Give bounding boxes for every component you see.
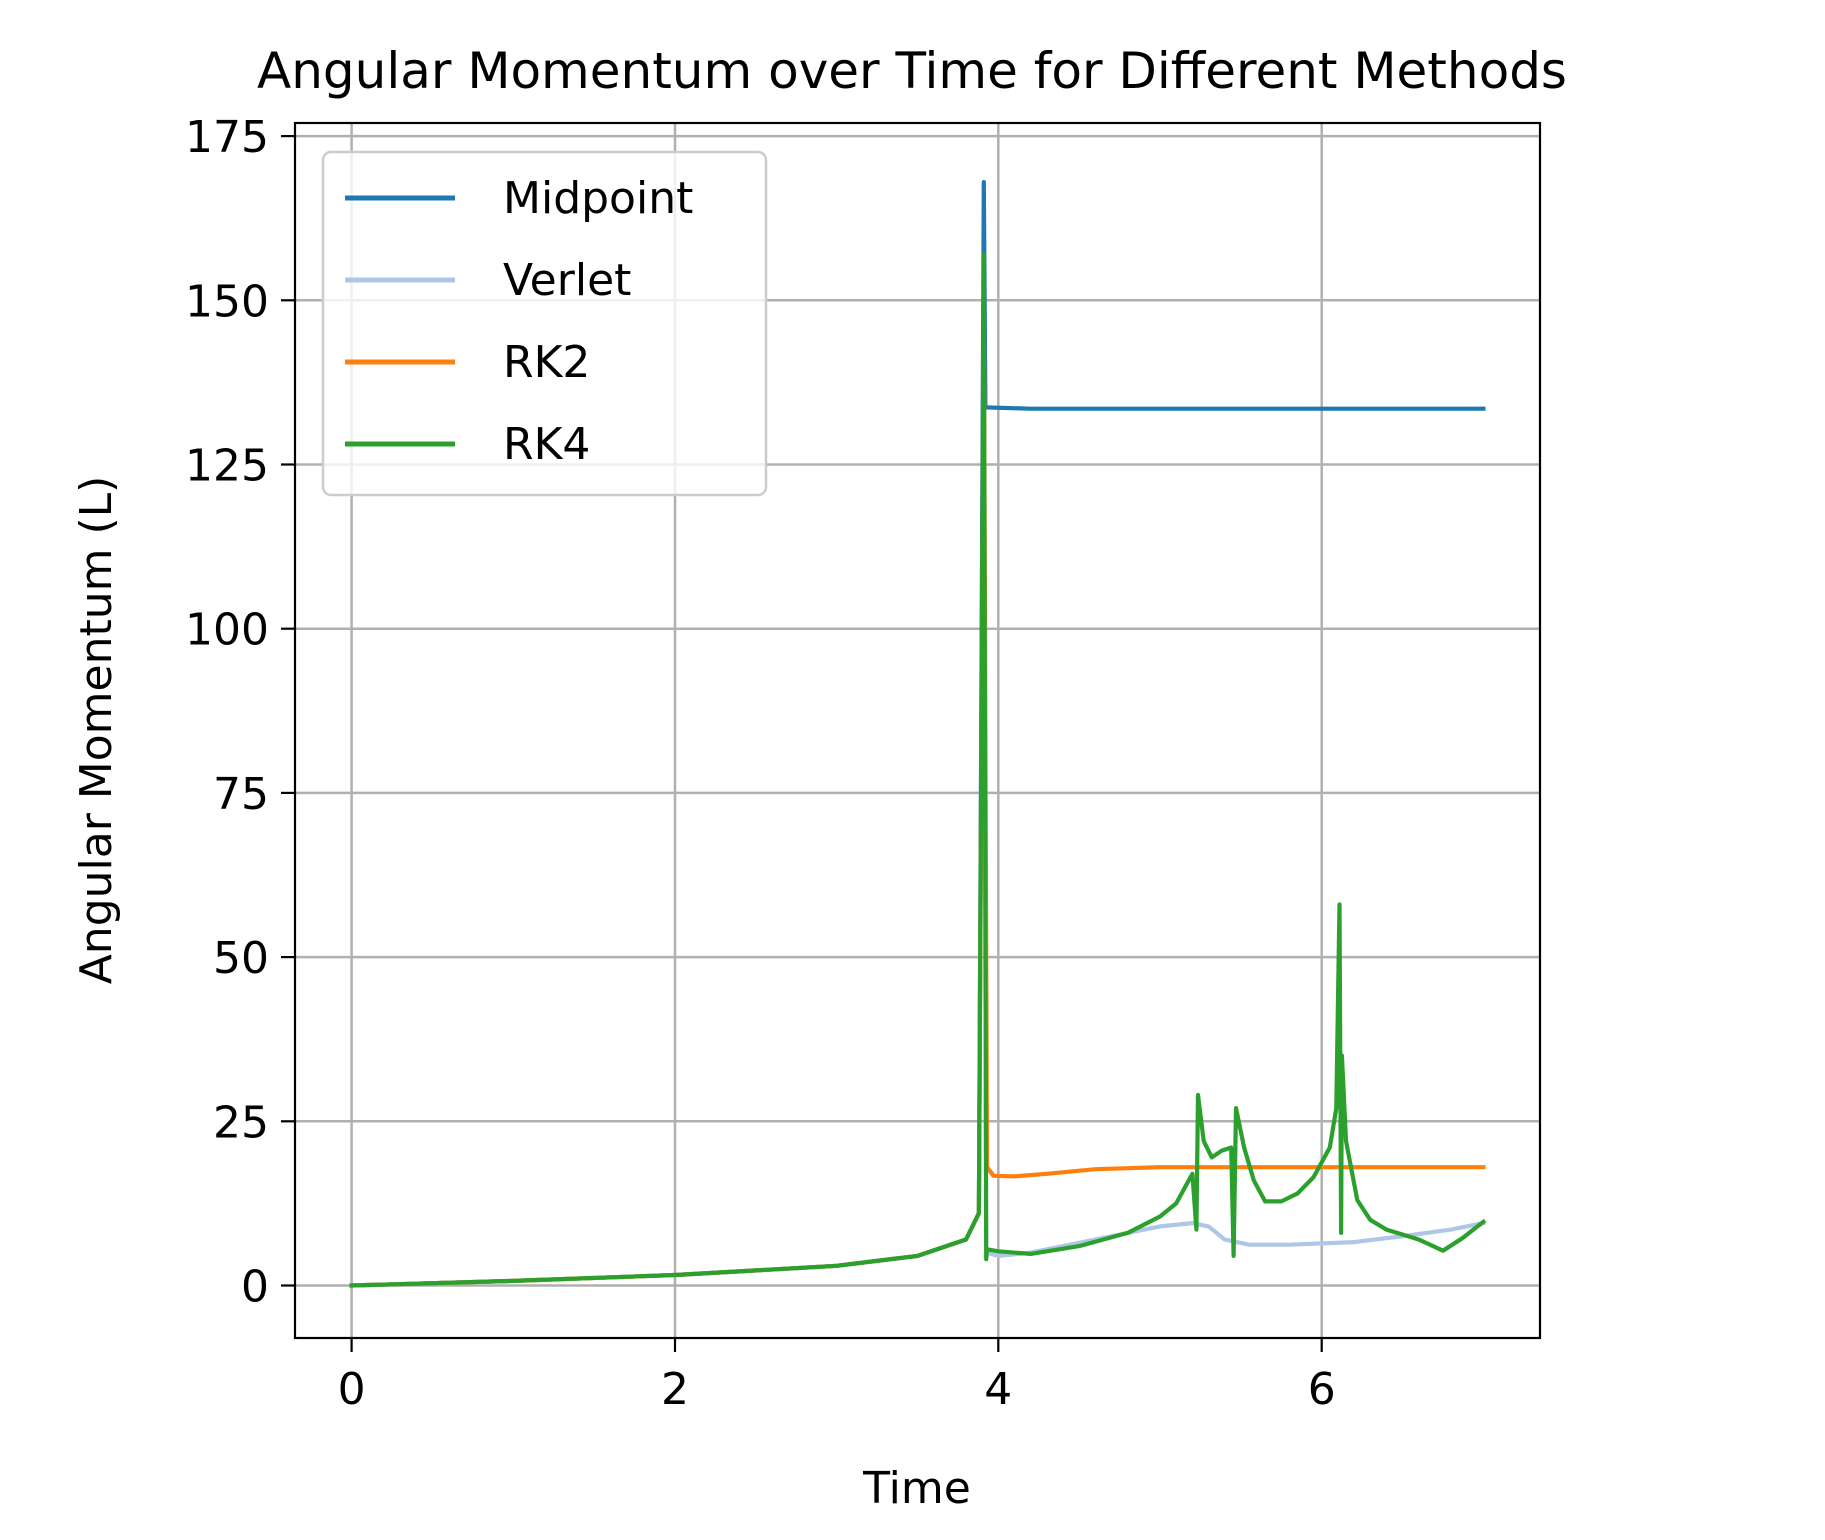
y-tick-label: 125 <box>185 441 269 492</box>
x-tick-label: 0 <box>338 1364 366 1415</box>
legend-label: Midpoint <box>503 173 693 224</box>
y-tick-label: 25 <box>213 1097 269 1148</box>
legend-label: RK4 <box>503 419 590 470</box>
y-axis-ticks: 0 25 50 75 100 125 150 175 <box>185 112 295 1313</box>
x-tick-label: 4 <box>984 1364 1012 1415</box>
y-tick-label: 175 <box>185 112 269 163</box>
x-axis-ticks: 0 2 4 6 <box>338 1338 1336 1415</box>
chart-title: Angular Momentum over Time for Different… <box>257 42 1567 100</box>
x-axis-label: Time <box>862 1463 971 1514</box>
y-tick-label: 50 <box>213 933 269 984</box>
y-tick-label: 75 <box>213 769 269 820</box>
plot-frame <box>293 121 1542 1340</box>
y-tick-label: 150 <box>185 276 269 327</box>
legend: Midpoint Verlet RK2 RK4 <box>321 150 768 497</box>
series-line-rk4 <box>349 252 1487 1288</box>
y-axis-label: Angular Momentum (L) <box>71 476 122 985</box>
legend-box <box>321 150 768 497</box>
x-tick-label: 6 <box>1308 1364 1336 1415</box>
y-tick-label: 0 <box>241 1262 269 1313</box>
series-group <box>349 180 1487 1288</box>
legend-label: Verlet <box>503 255 631 306</box>
legend-label: RK2 <box>503 337 590 388</box>
y-tick-label: 100 <box>185 605 269 656</box>
x-tick-label: 2 <box>661 1364 689 1415</box>
